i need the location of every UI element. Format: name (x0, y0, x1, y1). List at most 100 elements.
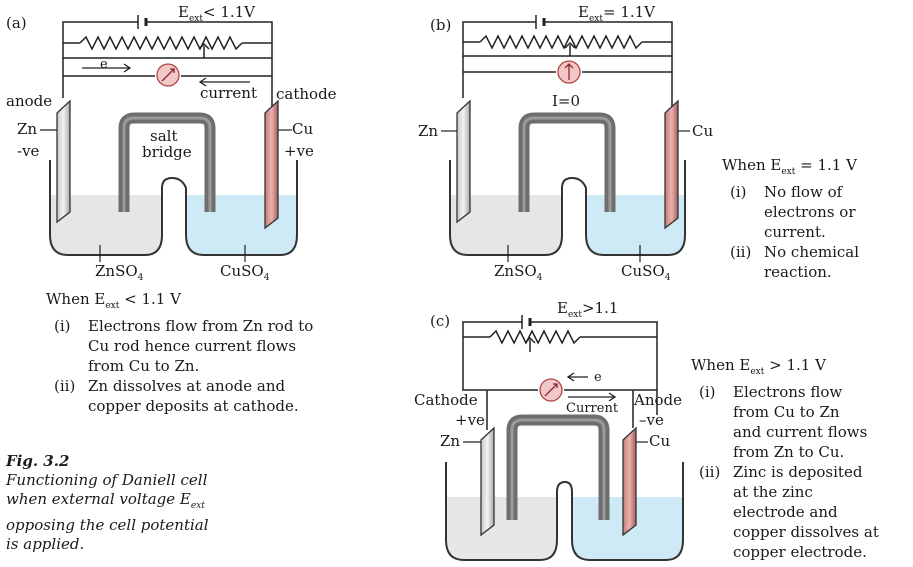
note-c-heading-prefix: When E (691, 356, 751, 374)
note-a-heading-sub: ext (105, 301, 120, 311)
panel-c-cu-label: Cu (649, 432, 670, 450)
note-a-item-text: copper deposits at cathode. (88, 397, 299, 415)
note-c-item-line: (i) Electrons flow (691, 382, 879, 402)
panel-a-tag: (a) (6, 14, 27, 32)
panel-b-notes: When Eext = 1.1 V (i) No flow of electrons … (722, 155, 859, 282)
panel-b-salt-bridge-core (522, 116, 612, 212)
note-c-item-text: Electrons flow (733, 383, 843, 401)
note-c-item-text: from Zn to Cu. (733, 443, 845, 461)
note-b-item-number: (i) (730, 183, 747, 201)
panel-a: (a) Eext< 1.1V e current (6, 3, 337, 283)
panel-b-copper-rod (664, 99, 679, 230)
note-b-heading: When Eext = 1.1 V (722, 155, 859, 182)
note-a-heading-prefix: When E (46, 290, 106, 308)
note-c-item-line: (ii) Zinc is deposited (691, 462, 879, 482)
panel-c-eext-label: Eext>1.1 (557, 299, 618, 320)
note-a-item-text: Electrons flow from Zn rod to (88, 317, 314, 335)
note-a-item-text: Zn dissolves at anode and (88, 377, 286, 395)
note-a-heading: When Eext < 1.1 V (46, 289, 313, 316)
panel-c-beaker-outline (445, 462, 684, 561)
panel-c-external-circuit (462, 315, 658, 430)
panel-c-zn-label: Zn (440, 432, 460, 450)
panel-c: (c) Eext>1.1 e Current (414, 299, 684, 561)
panel-c-anode-label: Anode (633, 391, 682, 409)
note-b-item-text: electrons or (764, 203, 856, 221)
panel-a-electron-label: e (100, 57, 108, 72)
note-b-item-line: current. (722, 222, 859, 242)
note-b-item-line: (ii) No chemical (722, 242, 859, 262)
panel-a-cuso4-label: CuSO4 (220, 262, 270, 283)
panel-b-zinc-solution (450, 195, 562, 255)
note-a-item-line: from Cu to Zn. (46, 356, 313, 376)
panel-c-cathode-label: Cathode (414, 391, 478, 409)
note-a-item-number: (i) (54, 317, 71, 335)
panel-a-external-circuit (62, 15, 273, 130)
panel-a-cu-label: Cu (292, 120, 313, 138)
note-c-item-text: at the zinc (733, 483, 813, 501)
note-b-item-text: current. (764, 223, 826, 241)
note-c-item-text: from Cu to Zn (733, 403, 840, 421)
panel-b-eext-label: Eext= 1.1V (578, 3, 656, 24)
note-a-heading-suffix: < 1.1 V (119, 290, 181, 308)
panel-b: (b) Eext= 1.1V I=0 Zn Cu (418, 3, 713, 283)
panel-c-electron-label: e (594, 370, 602, 385)
panel-a-beaker-outline (49, 160, 298, 256)
panel-a-zn-label: Zn (17, 120, 37, 138)
note-b-heading-suffix: = 1.1 V (795, 156, 857, 174)
note-c-heading-sub: ext (750, 367, 765, 377)
note-c-item-text: copper dissolves at (733, 523, 879, 541)
panel-c-tag: (c) (430, 312, 450, 330)
panel-a-current-label: current (200, 84, 257, 102)
note-c-item-number: (i) (699, 383, 716, 401)
note-c-heading-suffix: > 1.1 V (764, 356, 826, 374)
panel-c-zinc-solution (446, 497, 557, 560)
caption-text-sub: ext (190, 501, 205, 511)
figure-number: Fig. 3.2 (6, 452, 70, 470)
panel-b-external-circuit (462, 15, 673, 130)
note-c-item-line: electrode and (691, 502, 879, 522)
note-c-item-line: and current flows (691, 422, 879, 442)
note-c-item-text: Zinc is deposited (733, 463, 863, 481)
panel-a-notes: When Eext < 1.1 V (i) Electrons flow from … (46, 289, 313, 416)
panel-a-cu-sign: +ve (284, 142, 314, 160)
note-b-heading-prefix: When E (722, 156, 782, 174)
panel-b-tag: (b) (430, 16, 451, 34)
panel-a-zn-sign: -ve (17, 142, 40, 160)
note-c-item-line: at the zinc (691, 482, 879, 502)
note-b-item-text: No flow of (764, 183, 843, 201)
panel-a-electron-arrow (82, 63, 250, 87)
panel-c-current-label: Current (566, 401, 619, 416)
note-c-item-line: copper dissolves at (691, 522, 879, 542)
note-a-item-line: Cu rod hence current flows (46, 336, 313, 356)
note-b-heading-sub: ext (781, 167, 796, 177)
panel-b-galvanometer (557, 60, 581, 84)
panel-a-cathode-label: cathode (276, 85, 337, 103)
caption-text-before: Functioning of Daniell cell when externa… (6, 471, 208, 508)
note-b-item-text: No chemical (764, 243, 860, 261)
note-c-item-number: (ii) (699, 463, 721, 481)
panel-a-salt-bridge-line1: salt (150, 127, 177, 145)
note-b-item-line: (i) No flow of (722, 182, 859, 202)
note-a-item-line: (ii) Zn dissolves at anode and (46, 376, 313, 396)
note-a-item-text: Cu rod hence current flows (88, 337, 297, 355)
panel-c-copper-rod (622, 426, 637, 537)
panel-b-current-zero: I=0 (552, 92, 580, 110)
panel-b-beaker-outline (449, 160, 686, 256)
panel-b-znso4-label: ZnSO4 (494, 262, 543, 283)
panel-a-eext-label: Eext< 1.1V (178, 3, 256, 24)
panel-a-znso4-label: ZnSO4 (95, 262, 144, 283)
panel-c-anode-sign: –ve (639, 411, 664, 429)
panel-a-salt-bridge-line2: bridge (142, 143, 192, 161)
note-c-item-line: from Cu to Zn (691, 402, 879, 422)
panel-b-cu-label: Cu (692, 122, 713, 140)
note-b-item-number: (ii) (730, 243, 752, 261)
panel-a-zinc-rod (56, 99, 71, 224)
note-c-item-line: from Zn to Cu. (691, 442, 879, 462)
note-c-item-line: copper electrode. (691, 542, 879, 562)
panel-c-zinc-rod (480, 426, 495, 537)
panel-c-galvanometer (539, 378, 563, 402)
panel-a-anode-label: anode (6, 92, 52, 110)
note-a-item-line: copper deposits at cathode. (46, 396, 313, 416)
panel-b-zn-label: Zn (418, 122, 438, 140)
